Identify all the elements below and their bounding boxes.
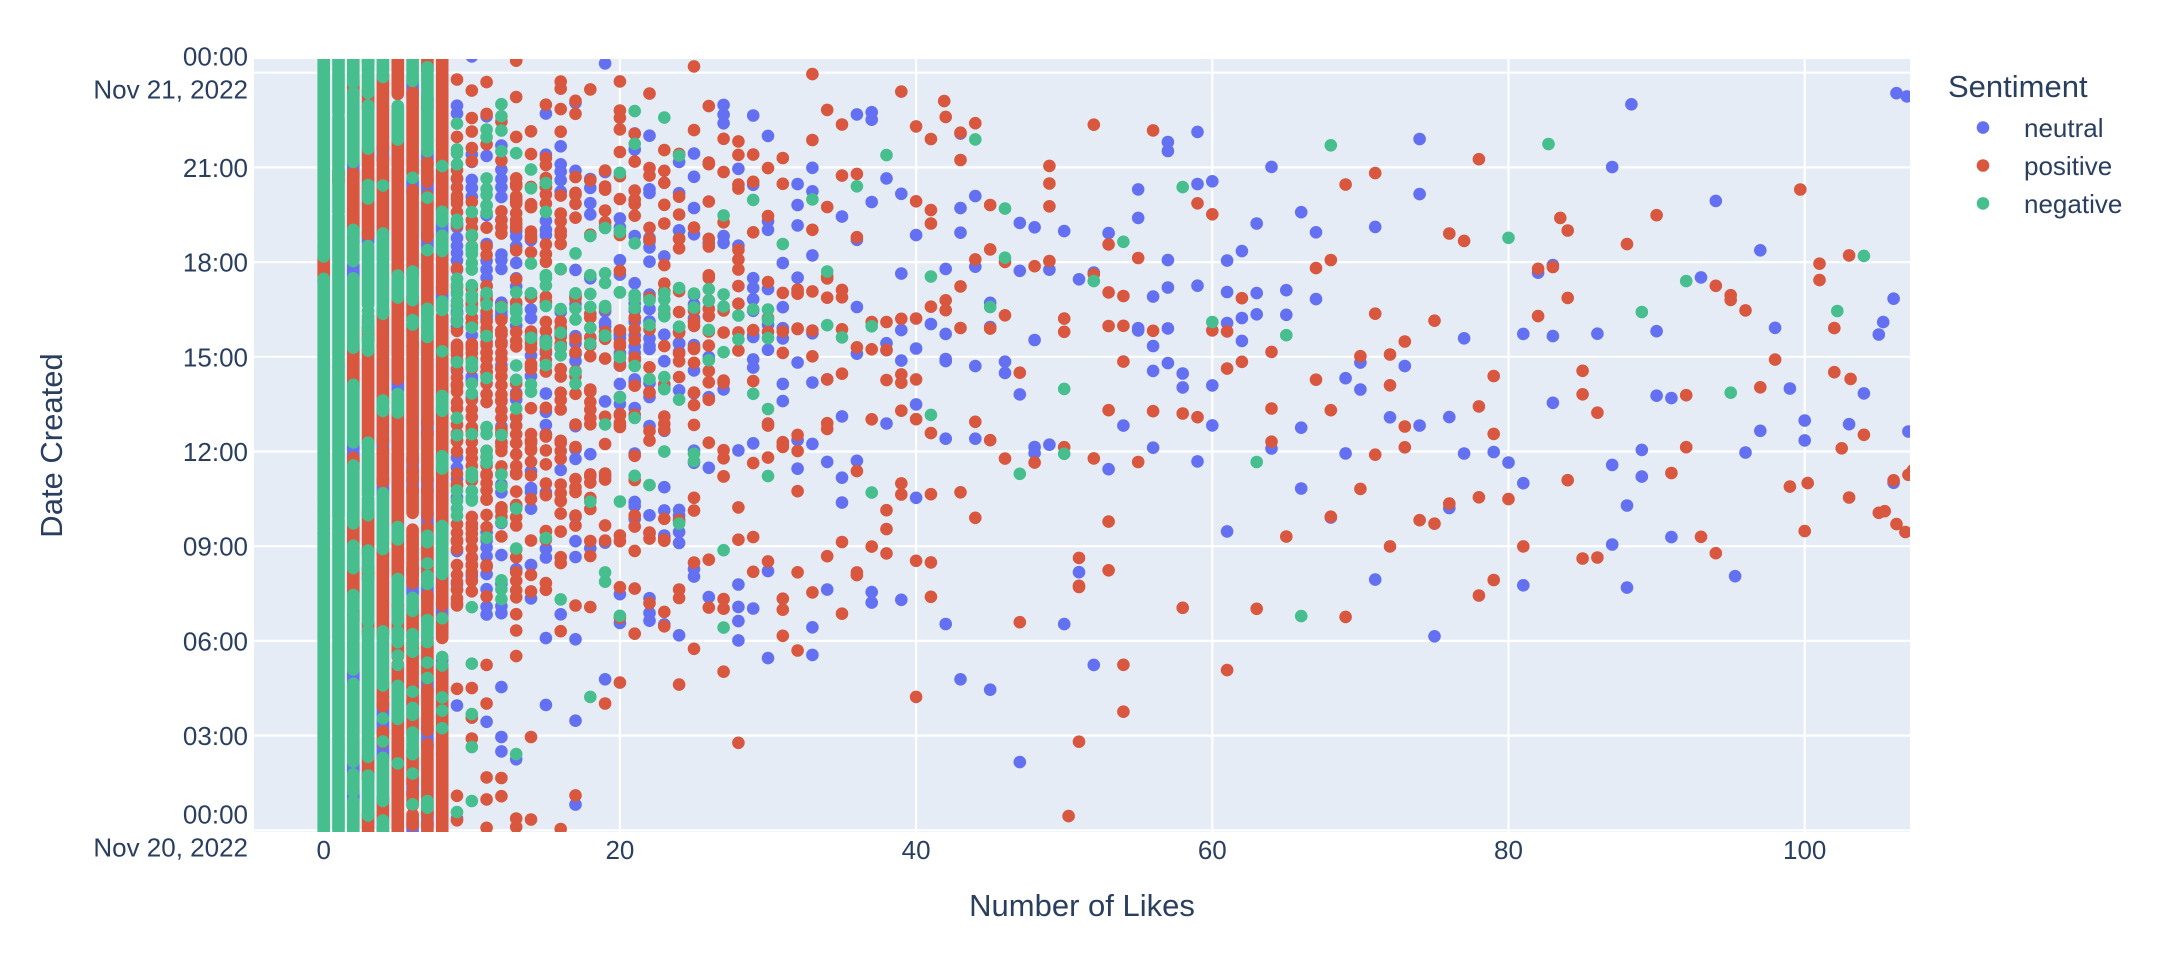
svg-text:09:00: 09:00 — [183, 532, 248, 562]
svg-text:0: 0 — [316, 835, 330, 865]
svg-text:negative: negative — [2024, 189, 2122, 219]
svg-text:00:00: 00:00 — [183, 799, 248, 829]
svg-text:Sentiment: Sentiment — [1948, 69, 2088, 104]
svg-text:Date Created: Date Created — [34, 353, 69, 537]
svg-text:20: 20 — [605, 835, 634, 865]
svg-text:21:00: 21:00 — [183, 153, 248, 183]
svg-text:100: 100 — [1783, 835, 1826, 865]
svg-text:15:00: 15:00 — [183, 342, 248, 372]
svg-text:Nov 20, 2022: Nov 20, 2022 — [93, 832, 248, 862]
svg-text:neutral: neutral — [2024, 113, 2104, 143]
svg-text:03:00: 03:00 — [183, 721, 248, 751]
svg-text:60: 60 — [1198, 835, 1227, 865]
svg-text:12:00: 12:00 — [183, 437, 248, 467]
svg-text:positive: positive — [2024, 151, 2112, 181]
svg-text:40: 40 — [902, 835, 931, 865]
svg-text:18:00: 18:00 — [183, 248, 248, 278]
svg-text:80: 80 — [1494, 835, 1523, 865]
svg-text:00:00: 00:00 — [183, 42, 248, 72]
svg-text:Number of Likes: Number of Likes — [969, 888, 1195, 923]
svg-text:Nov 21, 2022: Nov 21, 2022 — [93, 75, 248, 105]
svg-text:06:00: 06:00 — [183, 626, 248, 656]
